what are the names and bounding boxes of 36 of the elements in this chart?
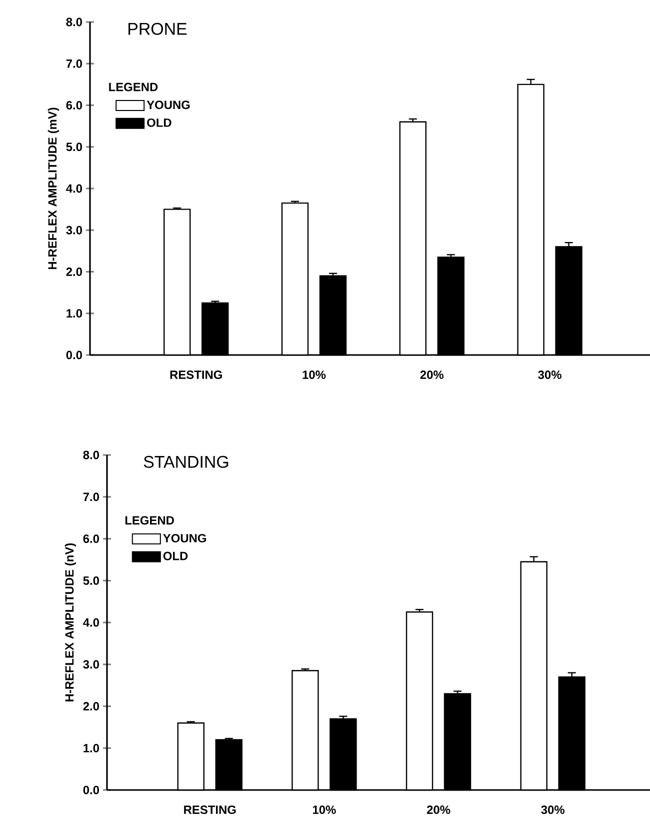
y-tick-label: 1.0 (84, 744, 99, 752)
y-tick-label: 5.0 (66, 142, 82, 152)
y-tick-label: 2.0 (66, 268, 82, 276)
x-tick-label: 30% (538, 370, 562, 379)
y-tick-label: 0.0 (83, 786, 99, 794)
y-tick-label: 2.0 (83, 702, 99, 710)
chart-title: PRONE (128, 22, 187, 35)
y-tick-label: 8.0 (66, 18, 82, 26)
y-tick-label: 7.0 (83, 492, 99, 502)
x-tick-label: RESTING (170, 370, 222, 379)
y-tick-label: 6.0 (66, 101, 82, 110)
legend-title: LEGEND (109, 82, 158, 92)
y-tick-label: 8.0 (83, 450, 99, 460)
y-tick-label: 3.0 (83, 660, 99, 669)
y-tick-label: 4.0 (66, 184, 82, 193)
x-tick-label: RESTING (184, 806, 236, 814)
x-tick-label: 20% (426, 806, 450, 814)
y-axis-title: H-REFLEX AMPLITUDE (mV) (48, 108, 60, 270)
y-tick-label: 6.0 (83, 534, 99, 543)
y-tick-label: 5.0 (83, 576, 99, 585)
chart-title: STANDING (144, 456, 228, 468)
legend-label: YOUNG (163, 534, 206, 542)
y-tick-label: 1.0 (66, 309, 82, 318)
legend-label: OLD (163, 552, 188, 560)
x-tick-label: 20% (420, 370, 444, 379)
legend-label: OLD (147, 118, 172, 127)
x-tick-label: 10% (312, 806, 336, 814)
legend-title: LEGEND (125, 516, 174, 525)
y-axis-title: H-REFLEX AMPLITUDE (nV) (64, 543, 76, 702)
legend-label: YOUNG (146, 100, 190, 110)
x-tick-label: 10% (302, 370, 326, 379)
y-tick-label: 3.0 (66, 226, 82, 234)
y-tick-label: 7.0 (66, 59, 82, 68)
x-tick-label: 30% (541, 806, 564, 814)
y-tick-label: 0.0 (66, 350, 82, 360)
y-tick-label: 4.0 (83, 618, 99, 627)
